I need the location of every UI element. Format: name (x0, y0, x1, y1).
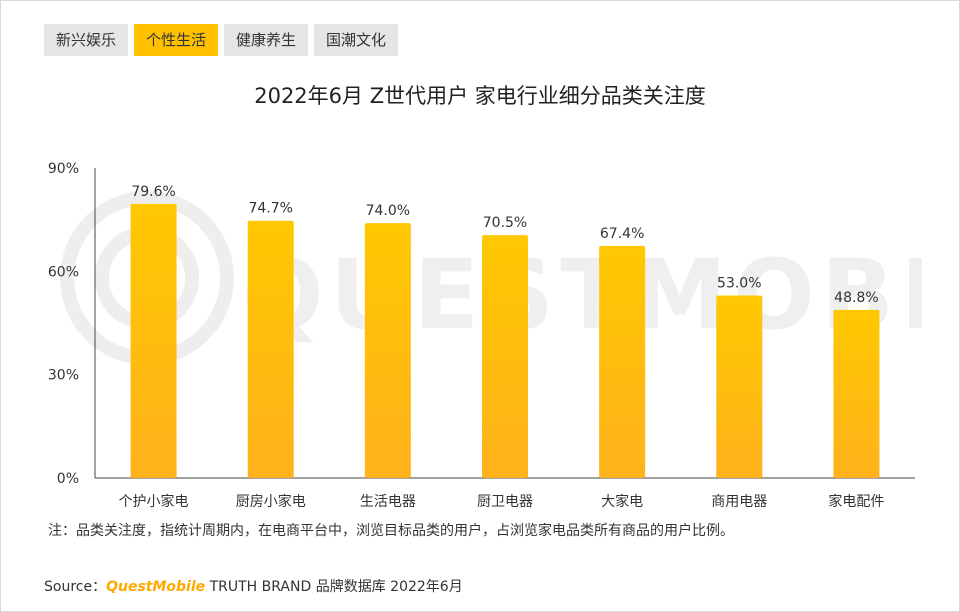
data-label: 48.8% (834, 290, 878, 306)
footnote: 注：品类关注度，指统计周期内，在电商平台中，浏览目标品类的用户，占浏览家电品类所… (48, 523, 734, 539)
y-tick-label: 0% (57, 471, 79, 487)
x-tick-label: 大家电 (601, 493, 643, 510)
source-suffix: TRUTH BRAND 品牌数据库 2022年6月 (205, 579, 463, 595)
tab-guochao[interactable]: 国潮文化 (314, 24, 399, 56)
data-label: 79.6% (131, 184, 175, 200)
category-tabs: 新兴娱乐 个性生活 健康养生 国潮文化 (44, 24, 399, 56)
data-label: 70.5% (483, 215, 527, 231)
x-tick-label: 商用电器 (711, 494, 767, 510)
x-tick-label: 厨房小家电 (236, 493, 306, 510)
tab-health[interactable]: 健康养生 (224, 24, 309, 56)
tab-entertainment[interactable]: 新兴娱乐 (44, 24, 129, 56)
x-tick-label: 家电配件 (828, 493, 884, 510)
bar (130, 203, 177, 479)
y-tick-label: 90% (48, 161, 79, 177)
x-tick-label: 个护小家电 (119, 493, 189, 510)
source-prefix: Source： (44, 579, 107, 595)
chart-title: 2022年6月 Z世代用户 家电行业细分品类关注度 (254, 84, 706, 108)
bar (247, 220, 294, 478)
bar (716, 295, 763, 478)
y-tick-label: 60% (48, 264, 79, 280)
bar (364, 223, 411, 478)
x-tick-label: 生活电器 (360, 494, 416, 510)
bar (599, 245, 646, 478)
data-label: 67.4% (600, 226, 644, 242)
y-tick-label: 30% (48, 368, 79, 384)
data-label: 53.0% (717, 275, 761, 291)
bar (833, 309, 880, 478)
source-line: Source：QuestMobile TRUTH BRAND 品牌数据库 202… (44, 576, 463, 596)
data-label: 74.7% (248, 201, 292, 217)
x-tick-label: 厨卫电器 (477, 494, 533, 510)
data-label: 74.0% (366, 203, 410, 219)
brand-logo-text: QuestMobile (106, 579, 206, 595)
bar (482, 235, 528, 478)
tab-lifestyle[interactable]: 个性生活 (134, 24, 219, 56)
bar-chart: 0% 30% 60% 90% 79.6% 个护小家电 74.7% 厨房小家电 74.0% 生活电器… (48, 161, 915, 510)
